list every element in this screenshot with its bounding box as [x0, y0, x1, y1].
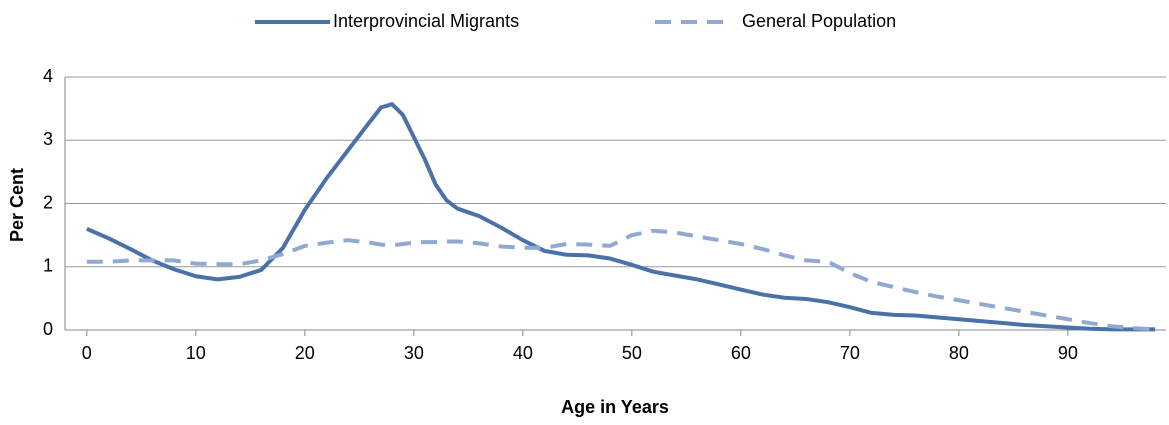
x-axis-title: Age in Years: [561, 397, 669, 417]
x-tick-label: 60: [731, 343, 751, 363]
x-tick-label: 70: [840, 343, 860, 363]
x-tick-label: 10: [186, 343, 206, 363]
y-tick-label: 4: [43, 66, 53, 86]
y-tick-label: 3: [43, 129, 53, 149]
y-tick-label: 0: [43, 319, 53, 339]
x-tick-label: 50: [622, 343, 642, 363]
y-axis-title: Per Cent: [7, 168, 27, 242]
series-line: [86, 102, 1156, 332]
x-tick-label: 40: [513, 343, 533, 363]
x-tick-label: 20: [295, 343, 315, 363]
series-line: [86, 228, 1156, 332]
x-tick-label: 80: [949, 343, 969, 363]
legend-label: Interprovincial Migrants: [333, 11, 519, 31]
y-tick-label: 1: [43, 256, 53, 276]
x-tick-label: 30: [404, 343, 424, 363]
x-tick-label: 0: [82, 343, 92, 363]
legend-label: General Population: [742, 11, 896, 31]
x-tick-label: 90: [1058, 343, 1078, 363]
y-tick-label: 2: [43, 192, 53, 212]
